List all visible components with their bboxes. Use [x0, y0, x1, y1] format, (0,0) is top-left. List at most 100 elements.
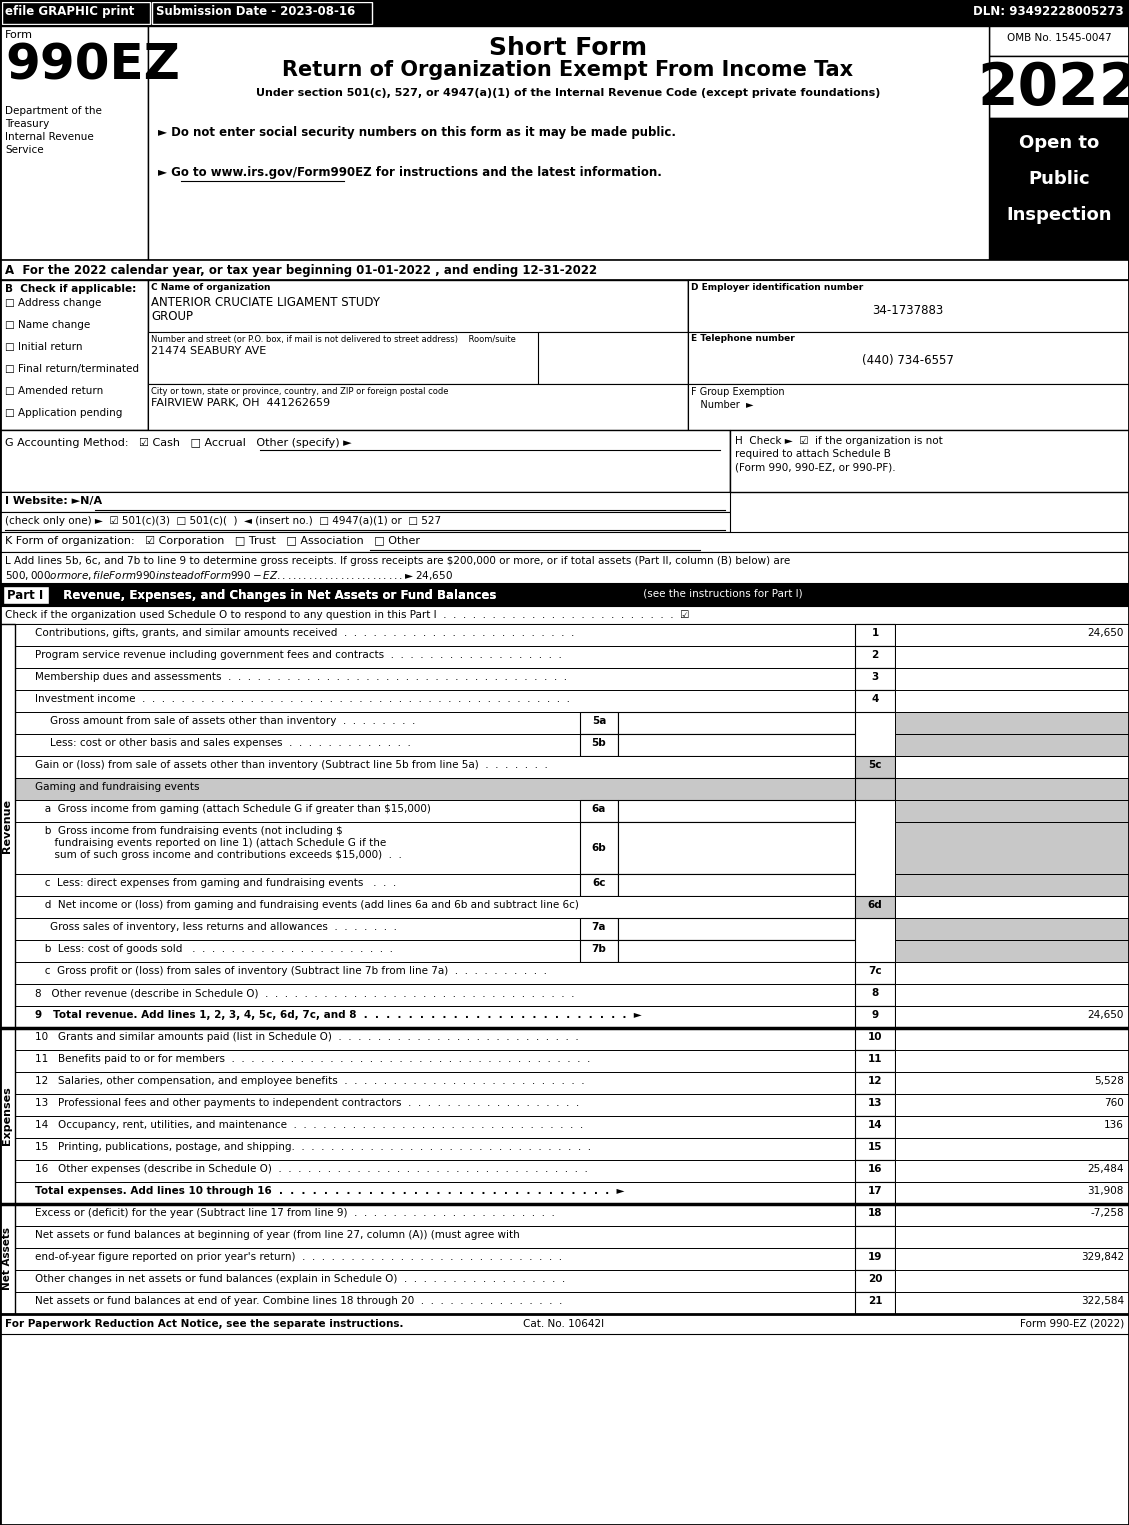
Bar: [895, 1226, 1129, 1247]
Bar: [15, 668, 855, 689]
Text: K Form of organization:   ☑ Corporation   □ Trust   □ Association   □ Other: K Form of organization: ☑ Corporation □ …: [5, 535, 420, 546]
Text: Revenue, Expenses, and Changes in Net Assets or Fund Balances: Revenue, Expenses, and Changes in Net As…: [55, 589, 497, 602]
Text: Revenue: Revenue: [2, 799, 12, 852]
Bar: [0, 281, 148, 430]
Text: 5b: 5b: [592, 738, 606, 747]
Text: Number and street (or P.O. box, if mail is not delivered to street address)    R: Number and street (or P.O. box, if mail …: [151, 336, 516, 345]
Bar: [895, 647, 1129, 668]
Text: Contributions, gifts, grants, and similar amounts received  .  .  .  .  .  .  . : Contributions, gifts, grants, and simila…: [35, 628, 575, 637]
Bar: [688, 384, 1129, 430]
Bar: [15, 1006, 855, 1028]
Text: c  Less: direct expenses from gaming and fundraising events   .  .  .: c Less: direct expenses from gaming and …: [35, 878, 396, 888]
Text: 20: 20: [868, 1273, 882, 1284]
Bar: [895, 778, 1129, 801]
Text: 1: 1: [872, 628, 878, 637]
Text: DLN: 93492228005273: DLN: 93492228005273: [973, 5, 1124, 18]
Text: 14: 14: [868, 1119, 882, 1130]
Bar: [855, 984, 895, 1006]
Text: 760: 760: [1104, 1098, 1124, 1109]
Text: 17: 17: [868, 1186, 882, 1196]
Text: Other changes in net assets or fund balances (explain in Schedule O)  .  .  .  .: Other changes in net assets or fund bala…: [35, 1273, 566, 1284]
Text: Part I: Part I: [7, 589, 43, 602]
Bar: [855, 689, 895, 712]
Bar: [152, 2, 371, 24]
Bar: [15, 1292, 855, 1315]
Bar: [855, 1247, 895, 1270]
Text: (check only one) ►  ☑ 501(c)(3)  □ 501(c)(  )  ◄ (insert no.)  □ 4947(a)(1) or  : (check only one) ► ☑ 501(c)(3) □ 501(c)(…: [5, 515, 441, 526]
Bar: [15, 778, 855, 801]
Text: Number  ►: Number ►: [691, 400, 753, 410]
Text: 3: 3: [872, 673, 878, 682]
Text: Gross amount from sale of assets other than inventory  .  .  .  .  .  .  .  .: Gross amount from sale of assets other t…: [50, 717, 415, 726]
Text: Public: Public: [1029, 169, 1089, 188]
Bar: [855, 1006, 895, 1028]
Bar: [580, 822, 618, 874]
Text: ► Do not enter social security numbers on this form as it may be made public.: ► Do not enter social security numbers o…: [158, 127, 676, 139]
Text: 13: 13: [868, 1098, 882, 1109]
Bar: [895, 984, 1129, 1006]
Text: d  Net income or (loss) from gaming and fundraising events (add lines 6a and 6b : d Net income or (loss) from gaming and f…: [35, 900, 579, 910]
Text: 12: 12: [868, 1077, 882, 1086]
Text: 6c: 6c: [593, 878, 606, 888]
Bar: [895, 1028, 1129, 1051]
Bar: [580, 939, 618, 962]
Bar: [855, 778, 895, 801]
Text: Investment income  .  .  .  .  .  .  .  .  .  .  .  .  .  .  .  .  .  .  .  .  .: Investment income . . . . . . . . . . . …: [35, 694, 570, 705]
Text: 4: 4: [872, 694, 878, 705]
Bar: [618, 734, 855, 756]
Text: H  Check ►  ☑  if the organization is not: H Check ► ☑ if the organization is not: [735, 436, 943, 445]
Bar: [15, 1205, 855, 1226]
Text: 136: 136: [1104, 1119, 1124, 1130]
Text: □ Final return/terminated: □ Final return/terminated: [5, 364, 139, 374]
Text: 24,650: 24,650: [1087, 628, 1124, 637]
Bar: [15, 962, 855, 984]
Bar: [855, 1205, 895, 1226]
Text: □ Initial return: □ Initial return: [5, 342, 82, 352]
Text: 6b: 6b: [592, 843, 606, 852]
Text: FAIRVIEW PARK, OH  441262659: FAIRVIEW PARK, OH 441262659: [151, 398, 330, 409]
Text: □ Name change: □ Name change: [5, 320, 90, 329]
Bar: [0, 605, 1129, 624]
Text: Treasury: Treasury: [5, 119, 50, 130]
Text: 6a: 6a: [592, 804, 606, 814]
Bar: [895, 1161, 1129, 1182]
Text: E Telephone number: E Telephone number: [691, 334, 795, 343]
Bar: [0, 26, 148, 259]
Text: 7c: 7c: [868, 965, 882, 976]
Text: a  Gross income from gaming (attach Schedule G if greater than $15,000): a Gross income from gaming (attach Sched…: [35, 804, 431, 814]
Bar: [15, 1247, 855, 1270]
Bar: [0, 1028, 15, 1205]
Bar: [895, 822, 1129, 874]
Text: Net assets or fund balances at end of year. Combine lines 18 through 20  .  .  .: Net assets or fund balances at end of ye…: [35, 1296, 562, 1305]
Bar: [618, 712, 855, 734]
Text: Inspection: Inspection: [1006, 206, 1112, 224]
Text: 21: 21: [868, 1296, 882, 1305]
Bar: [855, 1093, 895, 1116]
Bar: [895, 1006, 1129, 1028]
Text: For Paperwork Reduction Act Notice, see the separate instructions.: For Paperwork Reduction Act Notice, see …: [5, 1319, 403, 1328]
Bar: [580, 874, 618, 897]
Text: 322,584: 322,584: [1080, 1296, 1124, 1305]
Bar: [855, 1226, 895, 1247]
Text: 19: 19: [868, 1252, 882, 1263]
Bar: [15, 801, 855, 822]
Text: end-of-year figure reported on prior year's return)  .  .  .  .  .  .  .  .  .  : end-of-year figure reported on prior yea…: [35, 1252, 562, 1263]
Text: $500,000 or more, file Form 990 instead of Form 990-EZ  .  .  .  .  .  .  .  .  : $500,000 or more, file Form 990 instead …: [5, 569, 453, 583]
Bar: [855, 1116, 895, 1138]
Bar: [855, 1270, 895, 1292]
Bar: [618, 822, 855, 874]
Text: (see the instructions for Part I): (see the instructions for Part I): [640, 589, 803, 599]
Bar: [895, 874, 1129, 897]
Bar: [855, 1292, 895, 1315]
Bar: [0, 584, 1129, 605]
Bar: [15, 874, 855, 897]
Text: 2022: 2022: [978, 59, 1129, 117]
Bar: [0, 512, 730, 532]
Text: 16: 16: [868, 1164, 882, 1174]
Text: (440) 734-6557: (440) 734-6557: [863, 354, 954, 368]
Bar: [15, 1116, 855, 1138]
Text: Gaming and fundraising events: Gaming and fundraising events: [35, 782, 200, 791]
Text: ► Go to www.irs.gov/Form990EZ for instructions and the latest information.: ► Go to www.irs.gov/Form990EZ for instru…: [158, 166, 662, 178]
Text: 329,842: 329,842: [1080, 1252, 1124, 1263]
Text: Department of the: Department of the: [5, 107, 102, 116]
